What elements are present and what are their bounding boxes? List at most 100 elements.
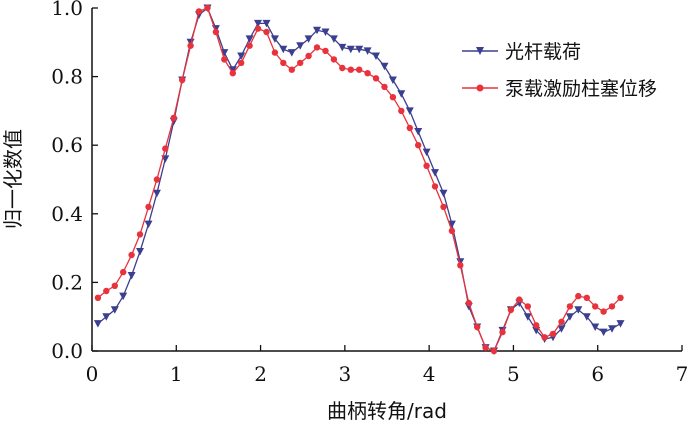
data-point <box>187 42 194 49</box>
data-point <box>204 4 211 12</box>
data-point <box>397 90 406 98</box>
data-point <box>507 306 515 313</box>
data-point <box>482 344 489 351</box>
data-point <box>490 347 498 355</box>
x-tick-label: 3 <box>338 362 351 386</box>
y-tick-label: 0.0 <box>51 339 83 363</box>
data-point <box>313 26 321 35</box>
x-ticks: 0 1 2 3 4 5 6 7 <box>86 345 689 386</box>
data-point <box>456 258 465 266</box>
data-point <box>533 322 540 329</box>
data-point <box>127 272 136 280</box>
data-point <box>440 203 447 211</box>
data-point <box>582 313 591 321</box>
legend-marker-1 <box>476 47 484 55</box>
data-point <box>254 25 262 32</box>
data-point <box>398 107 405 115</box>
data-point <box>389 94 397 101</box>
data-point <box>144 220 153 229</box>
data-point <box>549 330 557 338</box>
x-axis-title: 曲柄转角/rad <box>327 399 447 423</box>
data-point <box>313 44 321 51</box>
data-point <box>110 306 119 314</box>
data-point <box>380 62 389 71</box>
data-point <box>565 313 574 321</box>
data-point <box>592 303 599 310</box>
data-point <box>405 107 414 115</box>
legend-label-2: 泵载激励柱塞位移 <box>505 78 657 100</box>
data-point <box>516 296 523 303</box>
data-point <box>599 328 608 337</box>
data-point <box>339 64 346 72</box>
data-point <box>212 28 220 36</box>
data-point <box>523 313 532 321</box>
data-point <box>162 145 169 152</box>
data-point <box>153 176 161 183</box>
data-point <box>111 282 119 289</box>
data-point <box>229 70 236 77</box>
data-point <box>152 189 161 198</box>
data-point <box>338 43 347 52</box>
data-point <box>372 52 380 60</box>
data-point <box>364 70 371 77</box>
data-point <box>102 313 111 321</box>
data-point <box>457 262 464 269</box>
data-point <box>262 19 271 28</box>
data-point <box>448 227 456 235</box>
legend-marker-2 <box>476 84 484 92</box>
y-ticks: 0.0 0.2 0.4 0.6 0.8 1.0 <box>51 0 98 363</box>
data-point <box>474 323 481 331</box>
data-point <box>431 169 439 177</box>
data-point <box>321 28 330 36</box>
data-point <box>287 49 296 57</box>
data-point <box>558 318 565 325</box>
data-point <box>288 66 295 73</box>
data-point <box>447 220 456 229</box>
data-point <box>422 148 431 157</box>
data-point <box>179 76 186 84</box>
data-point <box>228 66 237 74</box>
data-point <box>136 231 144 238</box>
data-point <box>591 323 600 331</box>
data-point <box>499 328 506 336</box>
data-point <box>347 66 354 73</box>
x-tick-label: 6 <box>591 362 604 386</box>
data-point <box>583 294 590 301</box>
data-point <box>297 59 304 67</box>
x-tick-label: 1 <box>170 362 183 386</box>
data-point <box>94 294 102 301</box>
data-point <box>119 292 128 301</box>
data-point <box>406 124 413 132</box>
data-point <box>524 303 531 310</box>
y-tick-label: 0.2 <box>51 270 83 294</box>
data-point <box>616 320 625 328</box>
data-point <box>329 35 338 43</box>
data-point <box>356 66 363 73</box>
data-point <box>103 287 110 295</box>
data-point <box>120 268 127 276</box>
data-point <box>246 42 253 49</box>
data-point <box>575 292 582 300</box>
data-point <box>136 248 144 256</box>
data-point <box>221 56 228 63</box>
series-2 <box>94 4 624 355</box>
data-point <box>617 294 624 301</box>
data-point <box>600 308 607 315</box>
data-point <box>330 56 338 63</box>
data-point <box>304 35 313 43</box>
data-point <box>423 162 430 169</box>
data-point <box>557 325 566 333</box>
y-tick-label: 0.4 <box>51 202 83 226</box>
data-point <box>574 306 583 314</box>
data-point <box>93 320 102 328</box>
data-point <box>439 189 448 198</box>
y-tick-label: 0.8 <box>51 65 83 89</box>
data-point <box>414 128 423 136</box>
data-point <box>388 76 397 84</box>
x-tick-label: 5 <box>507 362 520 386</box>
data-point <box>145 203 152 211</box>
x-tick-label: 7 <box>676 362 689 386</box>
data-point <box>170 114 177 122</box>
legend-label-1: 光杆载荷 <box>505 41 581 63</box>
